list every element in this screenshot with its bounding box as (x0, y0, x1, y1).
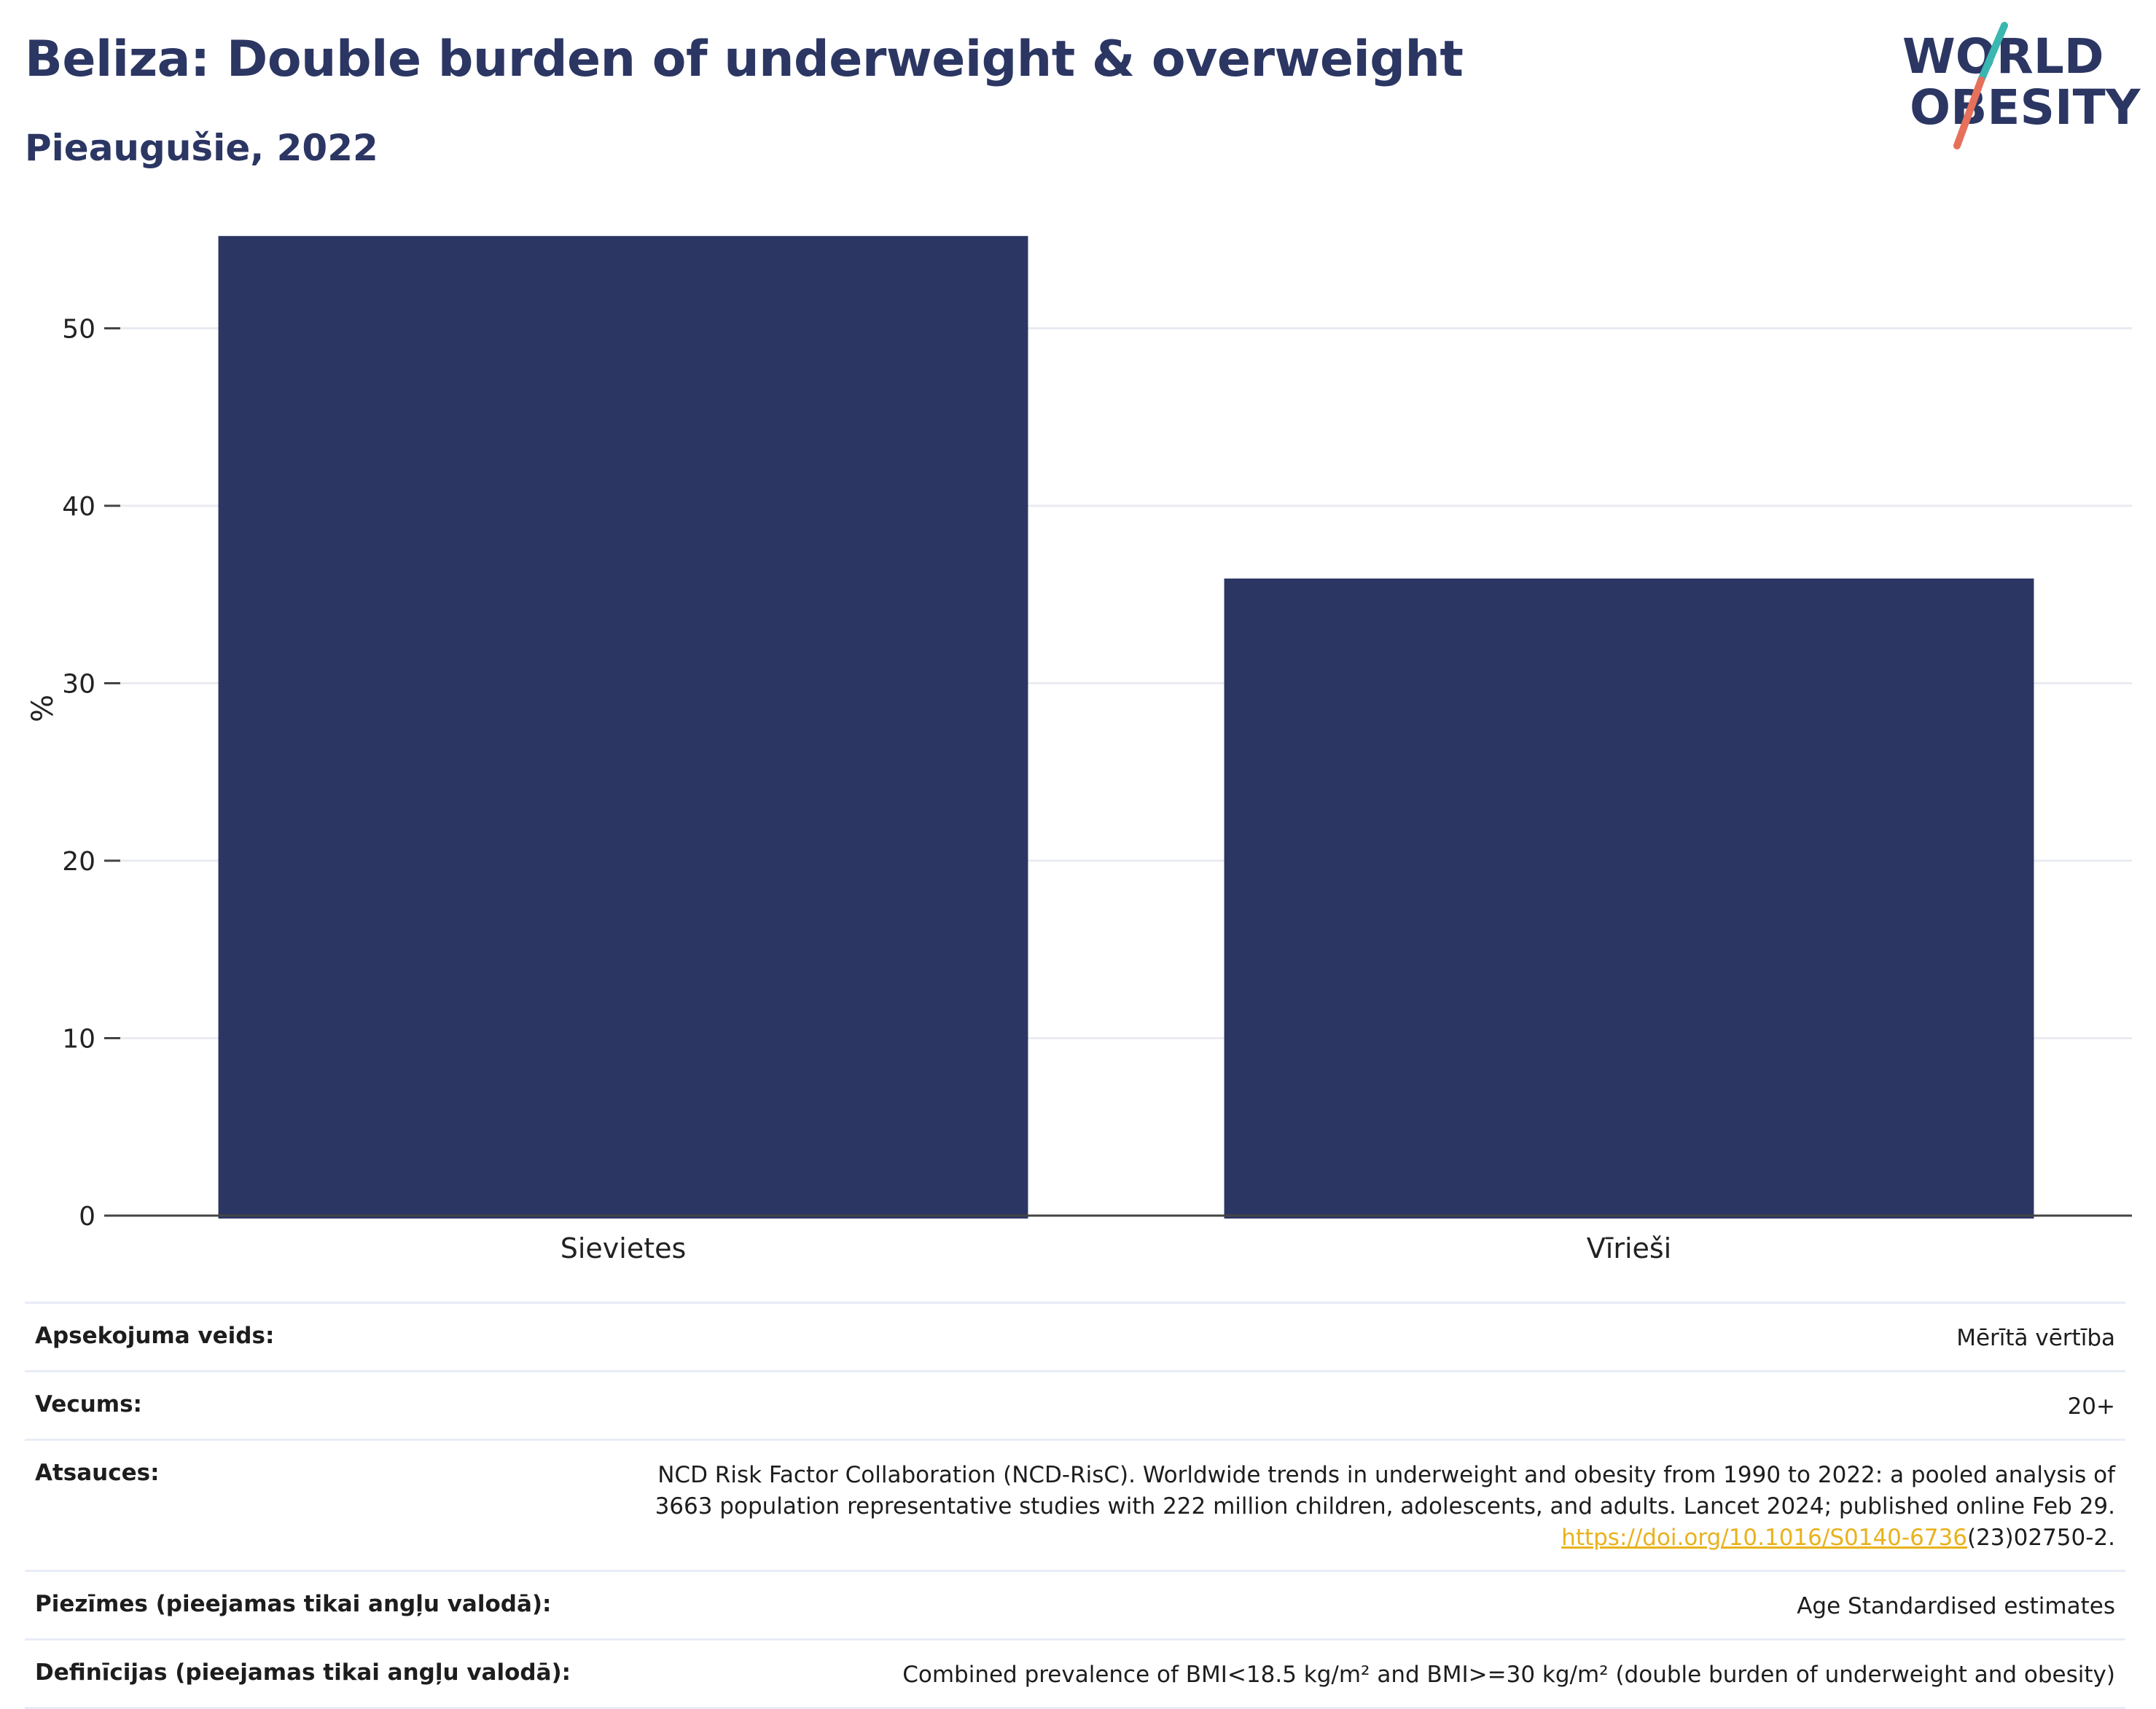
bars (218, 235, 2034, 1219)
bar-chart: 0 10 20 30 40 50 Sievietes Vīrieši % (26, 235, 2132, 1264)
metadata-table: Apsekojuma veids: Mērītā vērtība Vecums:… (25, 1302, 2125, 1709)
meta-key: Vecums: (35, 1391, 142, 1417)
meta-key: Definīcijas (pieejamas tikai angļu valod… (35, 1659, 571, 1686)
meta-row-age: Vecums: 20+ (25, 1370, 2125, 1439)
logo-slash-teal (1977, 22, 2008, 84)
meta-row-definitions: Definīcijas (pieejamas tikai angļu valod… (25, 1638, 2125, 1709)
x-tick-label: Vīrieši (1587, 1232, 1671, 1264)
reference-line-2: 3663 population representative studies w… (655, 1493, 2115, 1520)
logo-slash-coral (1953, 77, 1985, 149)
meta-key: Apsekojuma veids: (35, 1323, 275, 1349)
meta-key: Piezīmes (pieejamas tikai angļu valodā): (35, 1591, 552, 1617)
meta-row-references: Atsauces: NCD Risk Factor Collaboration … (25, 1439, 2125, 1570)
page-subtitle: Pieaugušie, 2022 (25, 127, 378, 169)
reference-line-1: NCD Risk Factor Collaboration (NCD-RisC)… (657, 1462, 2115, 1488)
bar-vīrieši[interactable] (1224, 578, 2034, 1219)
doi-link[interactable]: https://doi.org/10.1016/S0140-6736 (1561, 1525, 1967, 1551)
bar-sievietes[interactable] (218, 235, 1028, 1219)
meta-row-notes: Piezīmes (pieejamas tikai angļu valodā):… (25, 1570, 2125, 1638)
y-tick-label: 10 (62, 1024, 95, 1054)
y-axis-title: % (26, 695, 60, 722)
doi-suffix: (23)02750-2. (1966, 1525, 2115, 1551)
y-tick-label: 30 (62, 669, 95, 699)
y-tick-label: 50 (62, 314, 95, 344)
y-tick-label: 40 (62, 492, 95, 522)
page-title: Beliza: Double burden of underweight & o… (25, 31, 1464, 88)
y-tick-label: 0 (79, 1202, 95, 1232)
meta-value: 20+ (2067, 1393, 2115, 1420)
meta-key: Atsauces: (35, 1460, 160, 1486)
meta-value: NCD Risk Factor Collaboration (NCD-RisC)… (655, 1460, 2115, 1554)
y-tick-label: 20 (62, 847, 95, 877)
meta-row-survey-type: Apsekojuma veids: Mērītā vērtība (25, 1302, 2125, 1370)
x-tick-label: Sievietes (561, 1232, 687, 1264)
logo-text-world: WORLD (1902, 28, 2104, 85)
meta-value: Age Standardised estimates (1797, 1593, 2115, 1619)
meta-value: Mērītā vērtība (1956, 1325, 2115, 1351)
world-obesity-logo[interactable]: WORLD OBESITY (1895, 22, 2143, 160)
axes: 0 10 20 30 40 50 Sievietes Vīrieši (62, 314, 2132, 1264)
logo-text-obesity: OBESITY (1910, 79, 2141, 136)
meta-value: Combined prevalence of BMI<18.5 kg/m² an… (902, 1662, 2115, 1688)
